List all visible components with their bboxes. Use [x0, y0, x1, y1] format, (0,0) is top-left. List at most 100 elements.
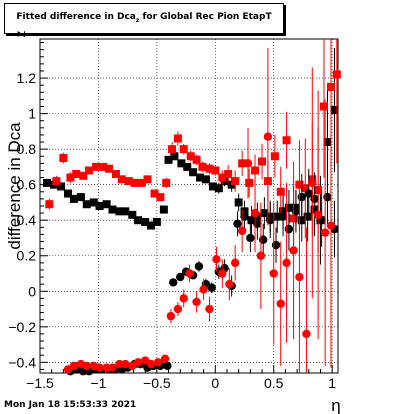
- data-point-square: [130, 178, 139, 187]
- data-point-square: [159, 205, 168, 214]
- data-point-square: [192, 155, 201, 164]
- data-point-circle: [179, 294, 188, 303]
- data-point-circle: [250, 208, 260, 218]
- data-point-square: [170, 152, 179, 161]
- data-point-circle: [282, 258, 291, 268]
- data-point-square: [52, 177, 61, 186]
- data-point-square: [234, 198, 243, 207]
- data-point-square: [92, 162, 101, 171]
- data-point-circle: [153, 358, 163, 367]
- data-point-circle: [185, 269, 194, 278]
- x-tick-label: 0.5: [264, 375, 284, 391]
- data-point-square: [276, 187, 285, 196]
- data-point-square: [214, 184, 223, 193]
- data-point-square: [137, 178, 146, 187]
- title-main: Fitted difference in Dca: [16, 12, 136, 22]
- data-point-square: [303, 212, 312, 221]
- x-tick-label: −1: [90, 375, 106, 391]
- data-point-circle: [230, 258, 240, 268]
- data-point-square: [124, 177, 133, 186]
- data-point-circle: [95, 363, 104, 372]
- data-point-circle: [194, 262, 204, 271]
- data-point-square: [147, 221, 156, 230]
- data-point-square: [57, 182, 66, 191]
- data-point-square: [82, 200, 91, 209]
- y-tick-label: −0.2: [8, 319, 36, 335]
- x-tick-label: −0.5: [143, 375, 171, 391]
- y-tick-label: 0.2: [17, 248, 37, 264]
- data-point-square: [79, 171, 88, 180]
- data-point-square: [245, 178, 254, 187]
- data-point-square: [247, 216, 256, 225]
- data-point-circle: [302, 329, 311, 339]
- data-point-circle: [289, 246, 298, 255]
- data-point-circle: [237, 226, 247, 236]
- data-point-square: [43, 178, 52, 187]
- x-axis-label: η: [331, 396, 340, 414]
- data-point-square: [323, 138, 332, 147]
- data-point-square: [173, 134, 182, 143]
- data-point-circle: [326, 221, 336, 230]
- data-point-circle: [199, 285, 208, 294]
- data-point-circle: [256, 251, 266, 260]
- data-point-square: [59, 154, 68, 163]
- data-point-circle: [323, 192, 332, 202]
- y-tick-label: 0.4: [17, 212, 37, 228]
- data-point-circle: [163, 361, 172, 371]
- data-point-square: [150, 189, 159, 198]
- data-point-circle: [160, 354, 170, 363]
- data-point-square: [108, 205, 117, 214]
- title-rest: for Global Rec Pion EtapT: [139, 12, 272, 22]
- data-point-circle: [271, 240, 281, 250]
- data-point-circle: [266, 216, 275, 225]
- x-tick-label: 0: [211, 375, 219, 391]
- y-tick-label: 0.6: [17, 177, 37, 193]
- x-tick-label: 1: [328, 375, 336, 391]
- data-point-circle: [233, 219, 242, 228]
- data-point-circle: [212, 255, 221, 264]
- data-point-square: [111, 170, 120, 179]
- data-point-circle: [133, 358, 143, 367]
- data-point-square: [141, 217, 150, 226]
- data-point-circle: [246, 233, 255, 243]
- data-point-square: [186, 152, 195, 161]
- data-point-square: [273, 212, 282, 221]
- data-point-circle: [205, 304, 214, 314]
- data-point-square: [134, 216, 143, 225]
- data-point-square: [162, 178, 171, 187]
- data-point-square: [143, 175, 152, 184]
- data-point-circle: [308, 178, 317, 188]
- data-point-square: [330, 106, 339, 115]
- chart-title: Fitted difference in Dcaz for Global Rec…: [5, 12, 283, 24]
- data-point-square: [156, 193, 165, 202]
- title-subscript: z: [135, 16, 140, 24]
- data-point-square: [95, 202, 104, 210]
- data-point-square: [66, 173, 75, 182]
- data-point-circle: [263, 132, 273, 141]
- data-point-circle: [108, 363, 117, 372]
- data-point-circle: [243, 159, 253, 168]
- data-point-circle: [166, 311, 176, 321]
- data-point-square: [179, 145, 188, 154]
- data-point-square: [198, 162, 207, 171]
- data-point-square: [76, 193, 85, 202]
- data-point-square: [164, 155, 173, 164]
- data-point-circle: [276, 299, 285, 308]
- data-point-circle: [146, 359, 156, 369]
- y-tick-label: 0: [28, 283, 36, 299]
- data-point-square: [183, 162, 192, 171]
- data-point-square: [270, 152, 279, 161]
- data-point-square: [168, 145, 177, 154]
- data-point-square: [224, 170, 233, 179]
- data-point-square: [231, 177, 240, 186]
- data-point-square: [64, 189, 73, 198]
- y-tick-label: −0.4: [8, 354, 36, 370]
- y-axis-label: difference in Dca: [5, 122, 24, 250]
- data-point-circle: [102, 363, 111, 372]
- data-point-circle: [218, 269, 227, 278]
- data-point-circle: [291, 207, 301, 216]
- data-point-square: [208, 182, 217, 191]
- data-point-square: [104, 164, 113, 173]
- x-tick-label: −1.5: [26, 375, 54, 391]
- data-point-square: [85, 166, 94, 175]
